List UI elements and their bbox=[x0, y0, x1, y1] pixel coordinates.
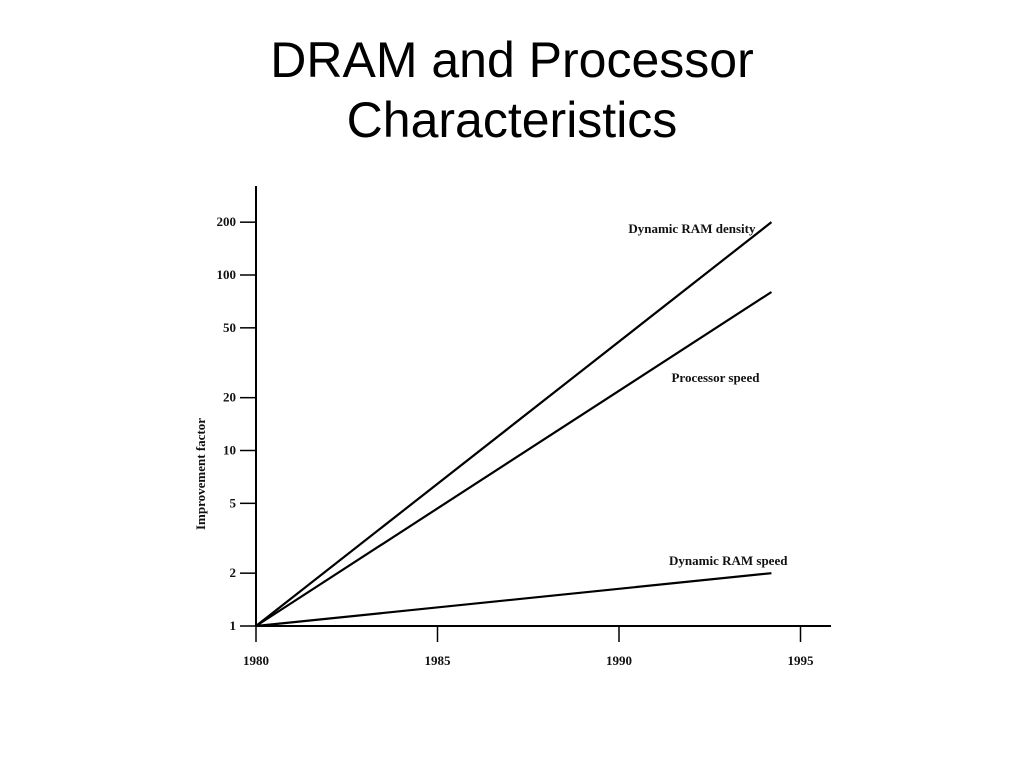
series-lines bbox=[255, 221, 773, 628]
y-tick-label-200: 200 bbox=[217, 214, 237, 229]
chart-axes bbox=[255, 186, 831, 627]
y-tick-label-20: 20 bbox=[223, 390, 236, 405]
x-tick-label-1985: 1985 bbox=[425, 653, 452, 668]
slide-title-line-2: Characteristics bbox=[346, 92, 678, 148]
y-axis-label: Improvement factor bbox=[193, 418, 208, 530]
slide-title-line-1: DRAM and Processor bbox=[270, 32, 754, 88]
x-tick-label-1995: 1995 bbox=[788, 653, 815, 668]
y-tick-label-1: 1 bbox=[230, 618, 237, 633]
y-tick-label-2: 2 bbox=[230, 565, 237, 580]
y-tick-label-5: 5 bbox=[230, 495, 237, 510]
slide-title: DRAM and Processor Characteristics bbox=[0, 30, 1024, 150]
y-tick-label-50: 50 bbox=[223, 320, 236, 335]
x-ticks: 1980 1985 1990 1995 bbox=[243, 626, 814, 668]
series-labels: Dynamic RAM density Processor speed Dynami… bbox=[628, 221, 788, 568]
x-tick-label-1980: 1980 bbox=[243, 653, 269, 668]
series-line-dynamic-ram-density bbox=[255, 221, 773, 627]
y-ticks: 1 2 5 10 20 50 100 200 bbox=[217, 214, 256, 633]
series-label-dynamic-ram-density: Dynamic RAM density bbox=[628, 221, 756, 236]
series-line-processor-speed bbox=[255, 291, 773, 627]
y-tick-label-10: 10 bbox=[223, 443, 236, 458]
series-label-processor-speed: Processor speed bbox=[671, 370, 760, 385]
y-tick-label-100: 100 bbox=[217, 267, 237, 282]
series-label-dynamic-ram-speed: Dynamic RAM speed bbox=[669, 553, 788, 568]
series-line-dynamic-ram-speed bbox=[255, 572, 772, 628]
x-tick-label-1990: 1990 bbox=[606, 653, 632, 668]
